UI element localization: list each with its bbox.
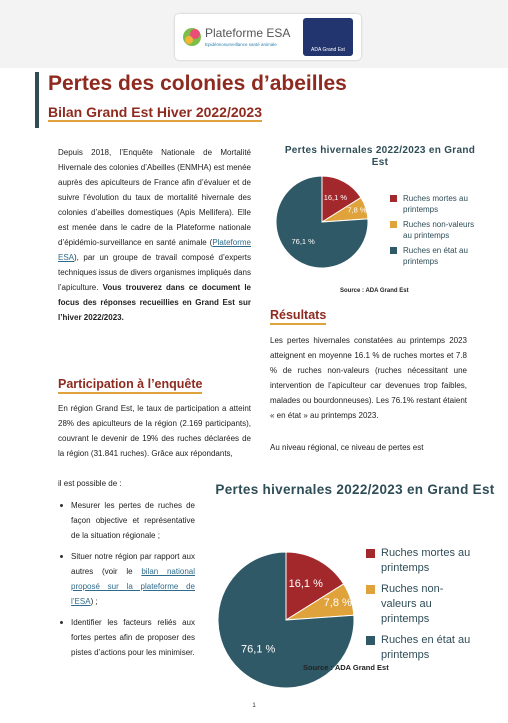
section-heading: Résultats [270, 308, 327, 325]
legend-label: Ruches non-valeurs au printemps [403, 220, 475, 240]
chart-source: Source : ADA Grand Est [340, 288, 409, 294]
legend-swatch [390, 195, 397, 202]
pie-slice [275, 175, 369, 269]
legend-item: Ruches non-valeurs au printemps [390, 219, 475, 241]
legend-label: Ruches mortes au printemps [381, 547, 471, 574]
slice-label: 16,1 % [324, 193, 348, 202]
chart-title: Pertes hivernales 2022/2023 en Grand Est [215, 482, 495, 497]
legend-swatch [366, 636, 375, 645]
link[interactable]: bilan national proposé sur la plateforme… [71, 567, 195, 606]
chart-title: Pertes hivernales 2022/2023 en Grand Est [284, 145, 476, 168]
legend: Ruches mortes au printemps Ruches non-val… [366, 546, 478, 669]
logo-tagline: Epidémiosurveillance santé animale [205, 42, 277, 47]
legend-swatch [366, 585, 375, 594]
partner-logo [303, 18, 353, 56]
intro: Depuis 2018, l’Enquête Nationale de Mort… [58, 145, 251, 325]
legend-swatch [390, 247, 397, 254]
title-bar [35, 72, 39, 128]
section-heading: Participation à l’enquête [58, 377, 203, 394]
logo-box: Plateforme ESA Epidémiosurveillance sant… [175, 14, 361, 60]
bullet-text: Situer notre région par rapport aux autr… [71, 552, 195, 576]
bullet-list: Mesurer les pertes de ruches de façon ob… [60, 498, 195, 660]
slice-label: 76,1 % [241, 644, 275, 656]
participation-text: En région Grand Est, le taux de particip… [58, 404, 251, 458]
legend-label: Ruches mortes au printemps [403, 194, 468, 214]
slice-label: 76,1 % [291, 237, 315, 246]
title: Pertes des colonies d’abeilles [48, 72, 347, 95]
subtitle: Bilan Grand Est Hiver 2022/2023 [48, 104, 262, 122]
legend-swatch [366, 549, 375, 558]
slice-label: 7,8 % [347, 206, 367, 215]
results-text: Les pertes hivernales constatées au prin… [270, 336, 467, 420]
pie-chart: 16,1 %7,8 % 76,1 % [217, 551, 355, 689]
bullet-text: ) ; [90, 597, 98, 606]
legend-label: Ruches en état au printemps [403, 246, 468, 266]
bullet: Identifier les facteurs reliés aux forte… [60, 615, 195, 660]
chart-source: Source : ADA Grand Est [303, 663, 389, 672]
legend: Ruches mortes au printemps Ruches non-val… [390, 193, 475, 271]
intro-text: ), par un groupe de travail composé d’ex… [58, 253, 251, 292]
results-text: Au niveau régional, ce niveau de pertes … [270, 443, 424, 452]
legend-label: Ruches non-valeurs au printemps [381, 583, 444, 625]
pie-chart: 16,1 % 7,8 % 76,1 % [275, 175, 369, 269]
pie-slice [285, 551, 345, 621]
intro-bold: Vous trouverez dans ce document le focus… [58, 283, 252, 322]
legend-label: Ruches en état au printemps [381, 634, 471, 661]
pie-slice [217, 551, 355, 689]
participation-lead: il est possible de : [58, 479, 122, 488]
legend-item: Ruches en état au printemps [366, 633, 478, 663]
legend-swatch [390, 221, 397, 228]
partner-name: ADA Grand Est [311, 47, 345, 53]
legend-item: Ruches non-valeurs au printemps [366, 582, 478, 627]
intro-text: Depuis 2018, l’Enquête Nationale de Mort… [58, 148, 251, 247]
bullet: Mesurer les pertes de ruches de façon ob… [60, 498, 195, 543]
legend-item: Ruches mortes au printemps [366, 546, 478, 576]
legend-item: Ruches en état au printemps [390, 245, 475, 267]
link[interactable]: Plateforme ESA [58, 238, 251, 262]
bullet: Situer notre région par rapport aux autr… [60, 549, 195, 609]
page-number: 1 [252, 703, 256, 709]
logo-text: Plateforme ESA [205, 26, 291, 40]
slice-label: 16,1 % [289, 578, 323, 590]
legend-item: Ruches mortes au printemps [390, 193, 475, 215]
logo-icon [183, 28, 201, 46]
pie-slice [321, 175, 362, 223]
slice-label: 7,8 % [324, 597, 352, 609]
